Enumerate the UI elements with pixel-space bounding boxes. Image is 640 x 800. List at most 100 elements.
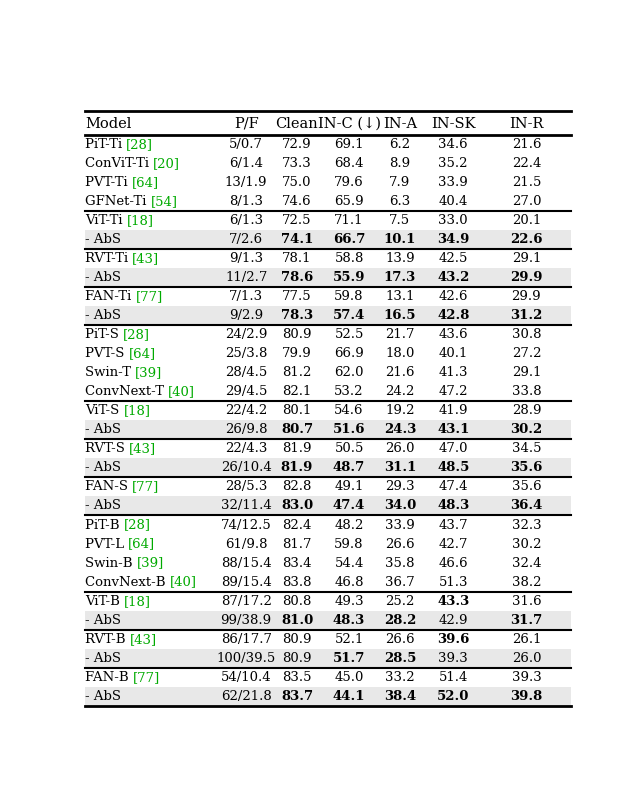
Text: RVT-B: RVT-B <box>85 633 130 646</box>
Text: 34.6: 34.6 <box>438 138 468 151</box>
Text: 42.8: 42.8 <box>437 309 469 322</box>
Text: 41.9: 41.9 <box>438 404 468 418</box>
Text: PiT-B: PiT-B <box>85 518 124 531</box>
Text: 78.6: 78.6 <box>281 271 313 284</box>
Text: 30.2: 30.2 <box>511 538 541 550</box>
Text: 24.2: 24.2 <box>385 386 415 398</box>
Bar <box>85 420 571 439</box>
Text: 24.3: 24.3 <box>384 423 416 436</box>
Text: - AbS: - AbS <box>85 690 121 703</box>
Text: 48.3: 48.3 <box>333 614 365 626</box>
Text: 8/1.3: 8/1.3 <box>229 195 263 208</box>
Text: 39.3: 39.3 <box>511 670 541 684</box>
Text: 45.0: 45.0 <box>334 670 364 684</box>
Text: 89/15.4: 89/15.4 <box>221 576 271 589</box>
Text: 32.4: 32.4 <box>511 557 541 570</box>
Text: Swin-T: Swin-T <box>85 366 135 379</box>
Text: 5/0.7: 5/0.7 <box>229 138 263 151</box>
Text: 31.7: 31.7 <box>510 614 543 626</box>
Text: 44.1: 44.1 <box>333 690 365 703</box>
Text: 59.8: 59.8 <box>334 290 364 303</box>
Text: 99/38.9: 99/38.9 <box>221 614 272 626</box>
Text: 54/10.4: 54/10.4 <box>221 670 271 684</box>
Text: 25.2: 25.2 <box>385 594 415 608</box>
Text: 34.5: 34.5 <box>511 442 541 455</box>
Text: 26.1: 26.1 <box>511 633 541 646</box>
Text: 80.9: 80.9 <box>282 652 312 665</box>
Text: 16.5: 16.5 <box>383 309 416 322</box>
Text: 41.3: 41.3 <box>438 366 468 379</box>
Text: [77]: [77] <box>136 290 163 303</box>
Bar <box>85 458 571 478</box>
Text: [64]: [64] <box>129 347 156 360</box>
Text: 52.5: 52.5 <box>334 328 364 341</box>
Text: 32/11.4: 32/11.4 <box>221 499 271 513</box>
Text: [77]: [77] <box>132 481 159 494</box>
Text: 51.3: 51.3 <box>438 576 468 589</box>
Text: 74.6: 74.6 <box>282 195 312 208</box>
Text: 21.7: 21.7 <box>385 328 415 341</box>
Text: 22.4: 22.4 <box>512 157 541 170</box>
Bar <box>85 306 571 325</box>
Text: [28]: [28] <box>126 138 154 151</box>
Text: 13.1: 13.1 <box>385 290 415 303</box>
Text: 26.6: 26.6 <box>385 633 415 646</box>
Text: 43.6: 43.6 <box>438 328 468 341</box>
Text: PVT-L: PVT-L <box>85 538 129 550</box>
Text: 8.9: 8.9 <box>389 157 410 170</box>
Text: 33.2: 33.2 <box>385 670 415 684</box>
Text: 100/39.5: 100/39.5 <box>216 652 276 665</box>
Text: IN-SK: IN-SK <box>431 117 476 130</box>
Text: 79.9: 79.9 <box>282 347 312 360</box>
Text: 32.3: 32.3 <box>511 518 541 531</box>
Text: 35.6: 35.6 <box>510 462 543 474</box>
Text: 65.9: 65.9 <box>334 195 364 208</box>
Text: 48.7: 48.7 <box>333 462 365 474</box>
Text: 46.8: 46.8 <box>334 576 364 589</box>
Text: 48.3: 48.3 <box>437 499 469 513</box>
Bar <box>85 687 571 706</box>
Text: 66.7: 66.7 <box>333 233 365 246</box>
Bar <box>85 610 571 630</box>
Text: 68.4: 68.4 <box>334 157 364 170</box>
Text: 31.2: 31.2 <box>510 309 543 322</box>
Text: 40.4: 40.4 <box>438 195 468 208</box>
Text: 77.5: 77.5 <box>282 290 312 303</box>
Text: [20]: [20] <box>153 157 180 170</box>
Text: 34.0: 34.0 <box>384 499 416 513</box>
Text: 6.2: 6.2 <box>389 138 410 151</box>
Text: 35.8: 35.8 <box>385 557 415 570</box>
Text: 74/12.5: 74/12.5 <box>221 518 271 531</box>
Text: P/F: P/F <box>234 117 259 130</box>
Text: 47.2: 47.2 <box>438 386 468 398</box>
Text: 30.2: 30.2 <box>510 423 543 436</box>
Text: 82.1: 82.1 <box>282 386 312 398</box>
Text: 36.4: 36.4 <box>510 499 543 513</box>
Text: PiT-Ti: PiT-Ti <box>85 138 126 151</box>
Text: 73.3: 73.3 <box>282 157 312 170</box>
Text: 62/21.8: 62/21.8 <box>221 690 271 703</box>
Text: [43]: [43] <box>129 442 156 455</box>
Text: PVT-S: PVT-S <box>85 347 129 360</box>
Text: PiT-S: PiT-S <box>85 328 123 341</box>
Text: 24/2.9: 24/2.9 <box>225 328 268 341</box>
Text: 33.8: 33.8 <box>511 386 541 398</box>
Text: 28/5.3: 28/5.3 <box>225 481 268 494</box>
Text: 13/1.9: 13/1.9 <box>225 176 268 189</box>
Text: [43]: [43] <box>130 633 157 646</box>
Text: 43.7: 43.7 <box>438 518 468 531</box>
Text: 54.6: 54.6 <box>334 404 364 418</box>
Text: 6/1.3: 6/1.3 <box>229 214 263 227</box>
Text: 80.1: 80.1 <box>282 404 312 418</box>
Text: 43.3: 43.3 <box>437 594 469 608</box>
Text: 13.9: 13.9 <box>385 252 415 265</box>
Bar <box>85 497 571 515</box>
Text: 7/2.6: 7/2.6 <box>229 233 263 246</box>
Text: 29.9: 29.9 <box>510 271 543 284</box>
Text: 80.7: 80.7 <box>281 423 313 436</box>
Text: 47.4: 47.4 <box>438 481 468 494</box>
Text: [54]: [54] <box>150 195 177 208</box>
Text: 30.8: 30.8 <box>511 328 541 341</box>
Text: [64]: [64] <box>132 176 159 189</box>
Text: 29.9: 29.9 <box>511 290 541 303</box>
